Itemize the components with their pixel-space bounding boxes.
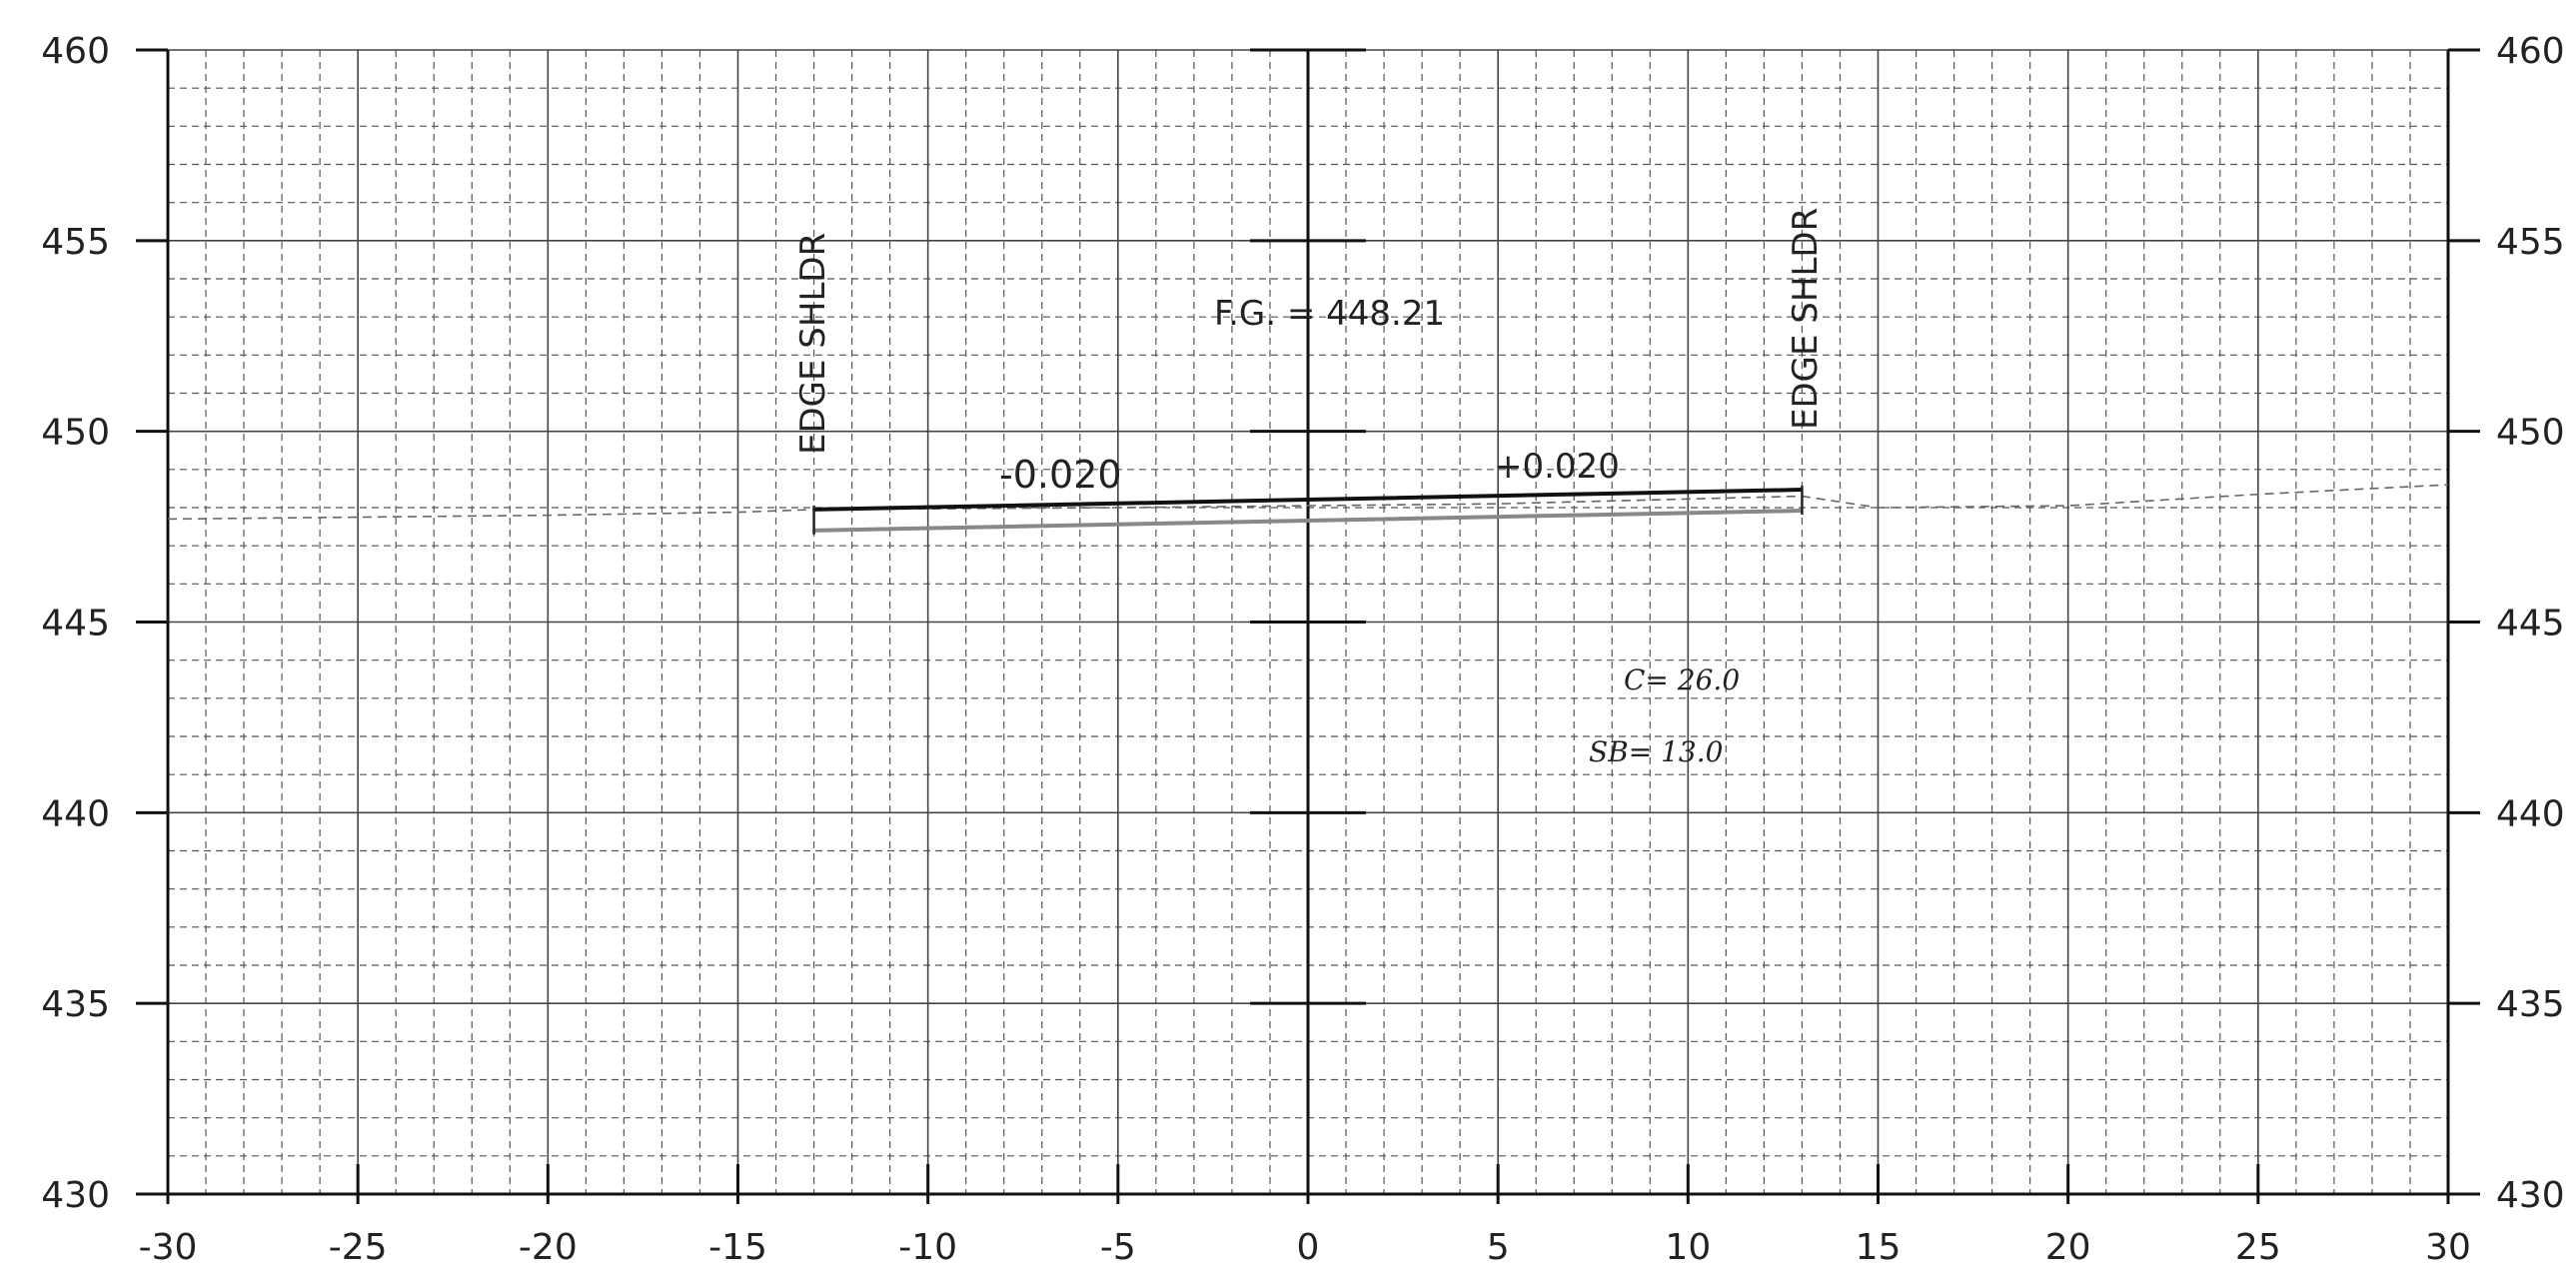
note-c: C= 26.0 xyxy=(1624,663,1740,696)
y-tick-label-right: 460 xyxy=(2496,31,2565,72)
x-tick-label: 15 xyxy=(1856,1227,1902,1268)
finished-grade-line xyxy=(813,488,1803,512)
existing-ground-line xyxy=(167,484,2449,521)
x-tick-label: 20 xyxy=(2045,1227,2091,1268)
y-tick-label-left: 460 xyxy=(41,31,110,72)
subgrade-line xyxy=(813,509,1803,533)
x-tick-label: -10 xyxy=(898,1227,957,1268)
note-sb: SB= 13.0 xyxy=(1589,735,1723,768)
y-tick-label-right: 440 xyxy=(2496,793,2565,834)
right-shoulder-label: EDGE SHLDR xyxy=(1786,208,1826,430)
y-tick-label-left: 455 xyxy=(41,222,110,263)
x-tick-label: -15 xyxy=(708,1227,767,1268)
x-tick-label: 10 xyxy=(1665,1227,1711,1268)
finished-grade-label: F.G. = 448.21 xyxy=(1214,294,1445,334)
y-tick-labels-left: 460 455 450 445 440 435 430 xyxy=(41,31,110,1216)
x-tick-label: 0 xyxy=(1297,1227,1320,1268)
y-tick-label-left: 435 xyxy=(41,984,110,1025)
x-tick-label: 5 xyxy=(1487,1227,1510,1268)
center-line xyxy=(1250,48,1366,1196)
profile-lines xyxy=(167,484,2449,535)
y-tick-label-left: 450 xyxy=(41,413,110,454)
left-shoulder-label: EDGE SHLDR xyxy=(793,233,833,455)
right-slope-label: +0.020 xyxy=(1494,447,1620,487)
y-tick-label-right: 430 xyxy=(2496,1175,2565,1216)
y-tick-label-right: 435 xyxy=(2496,984,2565,1025)
y-tick-label-right: 450 xyxy=(2496,413,2565,454)
left-slope-label: -0.020 xyxy=(999,453,1122,497)
x-tick-label: 30 xyxy=(2425,1227,2471,1268)
y-tick-label-left: 430 xyxy=(41,1175,110,1216)
x-tick-labels: -30 -25 -20 -15 -10 -5 0 5 10 15 20 25 30 xyxy=(139,1227,2471,1268)
x-tick-label: -30 xyxy=(139,1227,198,1268)
y-tick-labels-right: 460 455 450 445 440 435 430 xyxy=(2496,31,2565,1216)
x-tick-label: 25 xyxy=(2235,1227,2281,1268)
y-tick-label-right: 455 xyxy=(2496,222,2565,263)
y-tick-label-left: 445 xyxy=(41,604,110,644)
x-tick-label: -20 xyxy=(519,1227,578,1268)
x-tick-label: -5 xyxy=(1100,1227,1136,1268)
y-tick-label-left: 440 xyxy=(41,793,110,834)
x-tick-label: -25 xyxy=(329,1227,388,1268)
y-tick-label-right: 445 xyxy=(2496,604,2565,644)
